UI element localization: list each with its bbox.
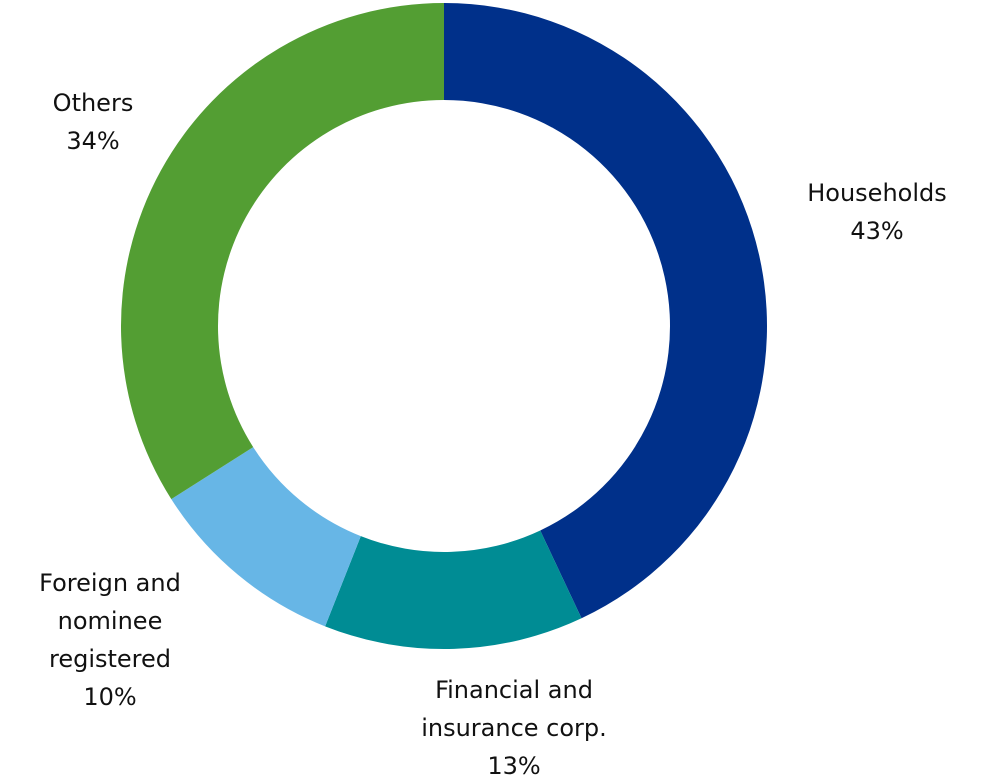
- slice-label: Financial and insurance corp. 13%: [394, 671, 634, 780]
- donut-slice: [444, 3, 767, 619]
- donut-slice: [120, 3, 444, 500]
- category-label: Foreign and nominee registered: [39, 569, 181, 673]
- donut-slice: [171, 447, 361, 627]
- value-label: 10%: [83, 683, 137, 711]
- value-label: 43%: [850, 217, 904, 245]
- category-label: Households: [807, 179, 947, 207]
- category-label: Others: [52, 89, 134, 117]
- value-label: 13%: [487, 752, 541, 780]
- slice-label: Households 43%: [777, 174, 977, 250]
- donut-slice: [325, 530, 582, 649]
- slice-label: Foreign and nominee registered 10%: [23, 564, 198, 716]
- value-label: 34%: [66, 127, 120, 155]
- slice-label: Others 34%: [13, 84, 173, 160]
- category-label: Financial and insurance corp.: [421, 676, 607, 742]
